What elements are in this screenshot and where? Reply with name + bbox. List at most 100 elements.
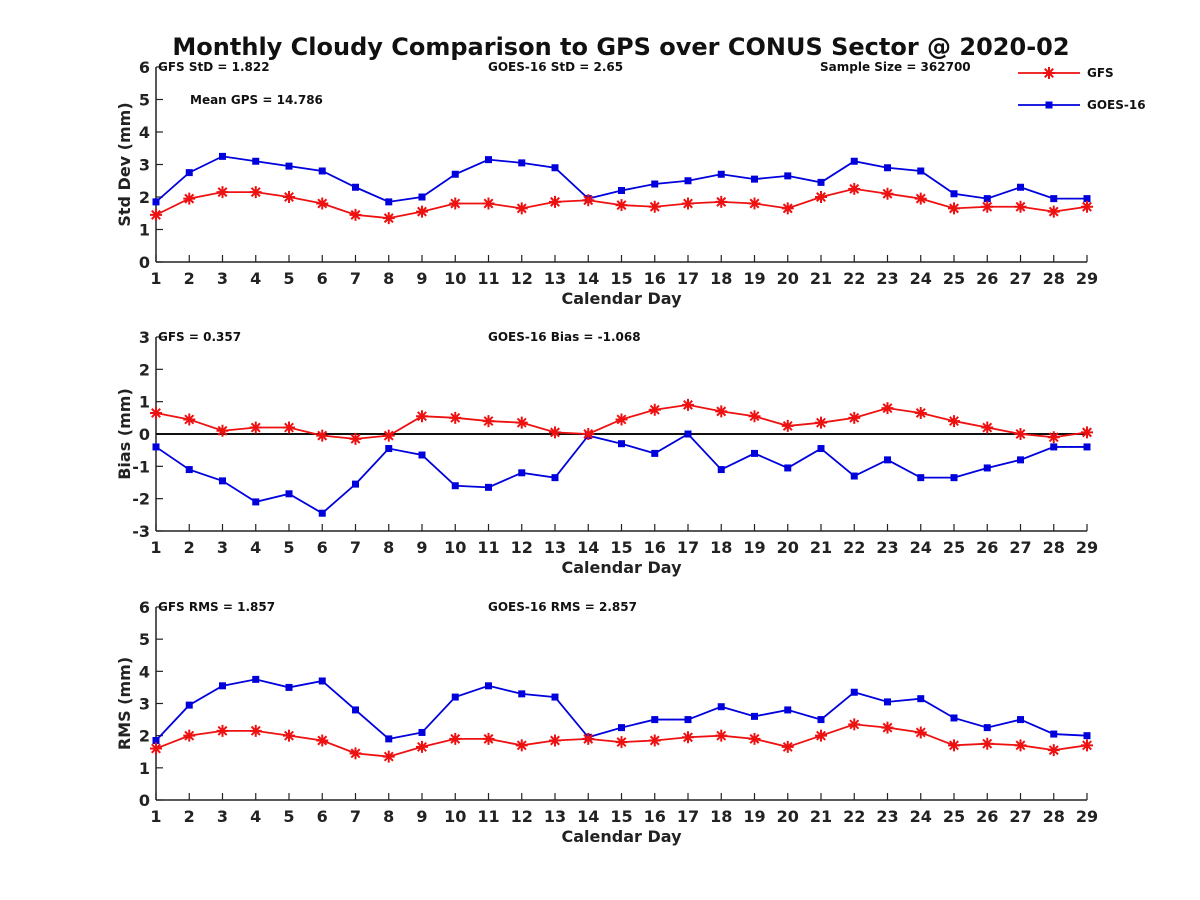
data-point-goes16 — [185, 169, 193, 177]
x-tick-label: 11 — [477, 538, 499, 557]
data-point-goes16 — [385, 735, 393, 743]
x-tick-label: 2 — [184, 538, 195, 557]
x-tick-label: 19 — [743, 538, 765, 557]
data-point-gfs — [848, 411, 861, 424]
y-tick-label: 2 — [139, 188, 150, 207]
data-point-goes16 — [884, 164, 891, 172]
data-point-goes16 — [1083, 195, 1091, 203]
legend-label: GFS — [1087, 66, 1114, 80]
x-axis-label: Calendar Day — [562, 827, 683, 846]
x-tick-label: 26 — [976, 538, 998, 557]
data-point-gfs — [249, 186, 262, 199]
data-point-gfs — [715, 405, 728, 418]
panel-1: 1 2 3 4 5 6 7 8 9 10 11 12 13 14 15 16 17 18 19 20 21 22 23 24 2… — [115, 58, 1098, 308]
y-tick-label: 2 — [139, 360, 150, 379]
data-point-gfs — [1047, 431, 1060, 444]
data-point-gfs — [150, 742, 162, 755]
data-point-goes16 — [983, 195, 991, 203]
x-tick-label: 11 — [477, 807, 499, 826]
x-tick-label: 12 — [511, 807, 533, 826]
annotation: GOES-16 StD = 2.65 — [488, 60, 623, 74]
y-axis-label: Bias (mm) — [115, 388, 134, 480]
data-point-goes16 — [219, 477, 226, 485]
data-point-goes16 — [152, 443, 160, 451]
x-axis-label: Calendar Day — [562, 289, 683, 308]
y-tick-label: -2 — [132, 490, 150, 509]
data-point-gfs — [648, 200, 661, 213]
x-tick-label: 26 — [976, 807, 998, 826]
x-tick-label: 18 — [710, 269, 732, 288]
data-point-gfs — [715, 729, 728, 742]
data-point-gfs — [914, 406, 927, 419]
data-point-gfs — [582, 732, 595, 745]
data-point-goes16 — [950, 474, 958, 482]
data-point-goes16 — [1050, 195, 1058, 203]
data-point-gfs — [382, 750, 395, 763]
data-point-gfs — [815, 729, 827, 742]
x-tick-label: 14 — [577, 538, 599, 557]
y-tick-label: 4 — [139, 662, 150, 681]
data-point-goes16 — [551, 164, 559, 172]
data-point-goes16 — [385, 445, 393, 453]
data-point-gfs — [549, 426, 561, 439]
legend: GFS GOES-16 — [1018, 66, 1146, 112]
y-tick-label: 0 — [139, 253, 150, 272]
x-tick-label: 29 — [1076, 538, 1098, 557]
y-tick-label: 1 — [139, 221, 150, 240]
x-tick-label: 25 — [943, 538, 965, 557]
x-tick-label: 18 — [710, 538, 732, 557]
data-point-goes16 — [152, 736, 160, 744]
data-point-gfs — [515, 416, 528, 429]
data-point-gfs — [515, 739, 528, 752]
data-point-goes16 — [983, 724, 991, 732]
annotation: GOES-16 RMS = 2.857 — [488, 600, 637, 614]
y-tick-label: 0 — [139, 791, 150, 810]
data-point-gfs — [781, 740, 794, 753]
x-tick-label: 19 — [743, 807, 765, 826]
y-tick-label: 3 — [139, 695, 150, 714]
x-tick-label: 13 — [544, 807, 566, 826]
data-point-goes16 — [285, 162, 293, 170]
data-point-goes16 — [684, 430, 692, 438]
y-tick-label: 6 — [139, 598, 150, 617]
data-point-gfs — [615, 413, 628, 426]
data-point-gfs — [981, 737, 994, 750]
x-tick-label: 17 — [677, 269, 699, 288]
x-tick-label: 4 — [250, 269, 261, 288]
x-tick-label: 4 — [250, 807, 261, 826]
data-point-gfs — [316, 429, 329, 442]
x-tick-label: 28 — [1043, 807, 1065, 826]
data-point-goes16 — [352, 480, 359, 488]
data-point-gfs — [948, 415, 960, 428]
data-point-gfs — [249, 421, 262, 434]
data-point-gfs — [881, 402, 894, 415]
x-tick-label: 8 — [383, 538, 394, 557]
x-tick-label: 20 — [777, 538, 799, 557]
data-point-gfs — [482, 415, 495, 428]
data-point-goes16 — [451, 170, 459, 178]
data-point-gfs — [183, 729, 196, 742]
x-tick-label: 5 — [283, 269, 294, 288]
data-point-gfs — [914, 726, 927, 739]
data-point-goes16 — [751, 175, 758, 183]
x-tick-label: 6 — [317, 807, 328, 826]
x-tick-label: 12 — [511, 538, 533, 557]
x-tick-label: 27 — [1009, 538, 1031, 557]
data-point-goes16 — [518, 159, 526, 167]
data-point-goes16 — [784, 706, 792, 714]
data-point-goes16 — [152, 198, 160, 206]
data-point-gfs — [748, 197, 761, 210]
data-point-goes16 — [1017, 183, 1024, 191]
x-tick-label: 8 — [383, 807, 394, 826]
x-tick-label: 3 — [217, 807, 228, 826]
x-tick-label: 13 — [544, 538, 566, 557]
data-point-gfs — [249, 724, 262, 737]
y-tick-label: 2 — [139, 727, 150, 746]
data-point-goes16 — [917, 695, 925, 703]
x-tick-label: 16 — [644, 807, 666, 826]
data-point-goes16 — [618, 440, 625, 448]
x-tick-label: 21 — [810, 269, 832, 288]
data-point-gfs — [615, 199, 628, 212]
